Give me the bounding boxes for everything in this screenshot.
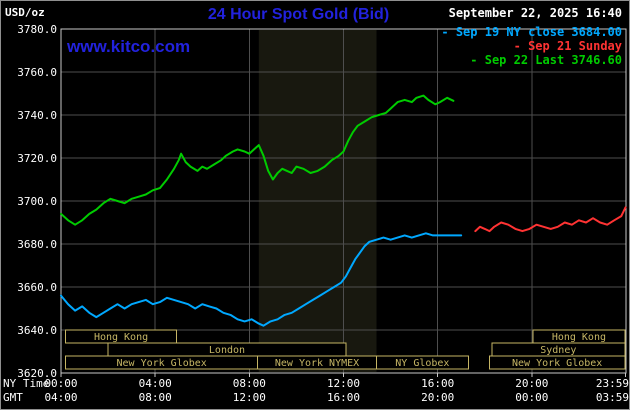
price-line-sep19 — [60, 232, 463, 327]
svg-text:16:00: 16:00 — [421, 377, 454, 390]
market-session-rows: Hong Kong Hong Kong London Sydney New York G… — [65, 329, 626, 370]
svg-text:08:00: 08:00 — [139, 391, 172, 404]
kitco-watermark-link[interactable]: www.kitco.com — [67, 37, 191, 56]
gmt-row-label: GMT — [3, 391, 23, 404]
svg-text:3680.0: 3680.0 — [17, 238, 57, 251]
svg-text:3760.0: 3760.0 — [17, 66, 57, 79]
session-label: London — [209, 345, 245, 356]
session-box — [489, 355, 626, 370]
chart-title: 24 Hour Spot Gold (Bid) — [207, 6, 390, 23]
x-axis-ticks — [60, 373, 627, 377]
session-label: Hong Kong — [94, 332, 148, 343]
svg-text:12:00: 12:00 — [233, 391, 266, 404]
legend-label: Sep 22 Last 3746.60 — [484, 53, 622, 67]
legend-item: - Sep 21 Sunday — [441, 39, 622, 53]
svg-text:08:00: 08:00 — [233, 377, 266, 390]
svg-text:04:00: 04:00 — [44, 391, 77, 404]
legend-label: Sep 21 Sunday — [528, 39, 622, 53]
legend-marker-dash: - — [513, 39, 529, 53]
price-line-sep22 — [60, 94, 455, 226]
legend-label: Sep 19 NY close 3684.00 — [455, 25, 622, 39]
session-label: NY Globex — [395, 358, 449, 369]
session-label: Hong Kong — [552, 332, 606, 343]
ny-time-row-label: NY Time — [3, 377, 49, 390]
legend-marker-dash: - — [441, 25, 456, 39]
legend-item: - Sep 19 NY close 3684.00 — [441, 25, 622, 39]
svg-text:16:00: 16:00 — [327, 391, 360, 404]
svg-text:3660.0: 3660.0 — [17, 281, 57, 294]
svg-text:00:00: 00:00 — [44, 377, 77, 390]
svg-text:12:00: 12:00 — [327, 377, 360, 390]
svg-text:20:00: 20:00 — [421, 391, 454, 404]
legend-block: September 22, 2025 16:40 - Sep 19 NY clo… — [441, 6, 622, 67]
session-label: New York Globex — [116, 358, 206, 369]
chart-datetime: September 22, 2025 16:40 — [448, 6, 622, 20]
svg-text:3620.0: 3620.0 — [17, 367, 57, 380]
y-axis-labels: 3780.0 3760.0 3740.0 3720.0 3700.0 3680.0 3660… — [17, 23, 57, 380]
svg-text:00:00: 00:00 — [515, 391, 548, 404]
svg-text:23:59: 23:59 — [596, 377, 629, 390]
svg-text:3720.0: 3720.0 — [17, 152, 57, 165]
svg-text:20:00: 20:00 — [515, 377, 548, 390]
legend-item: - Sep 22 Last 3746.60 — [441, 53, 622, 67]
session-box — [376, 355, 469, 370]
session-label: New York NYMEX — [275, 358, 359, 369]
price-line-sep21 — [474, 206, 627, 233]
svg-text:3780.0: 3780.0 — [17, 23, 57, 36]
legend-marker-dash: - — [470, 53, 485, 67]
svg-text:03:59: 03:59 — [596, 391, 629, 404]
gridlines — [61, 29, 626, 373]
svg-text:3640.0: 3640.0 — [17, 324, 57, 337]
x-axis-labels: NY TimeGMT00:0004:0004:0008:0008:0012:00… — [3, 377, 629, 404]
svg-text:3700.0: 3700.0 — [17, 195, 57, 208]
legend: - Sep 19 NY close 3684.00- Sep 21 Sunday… — [441, 25, 622, 67]
session-label: Sydney — [540, 345, 576, 356]
y-axis-unit-label: USD/oz — [5, 6, 45, 19]
svg-text:04:00: 04:00 — [139, 377, 172, 390]
session-label: New York Globex — [512, 358, 602, 369]
svg-text:3740.0: 3740.0 — [17, 109, 57, 122]
